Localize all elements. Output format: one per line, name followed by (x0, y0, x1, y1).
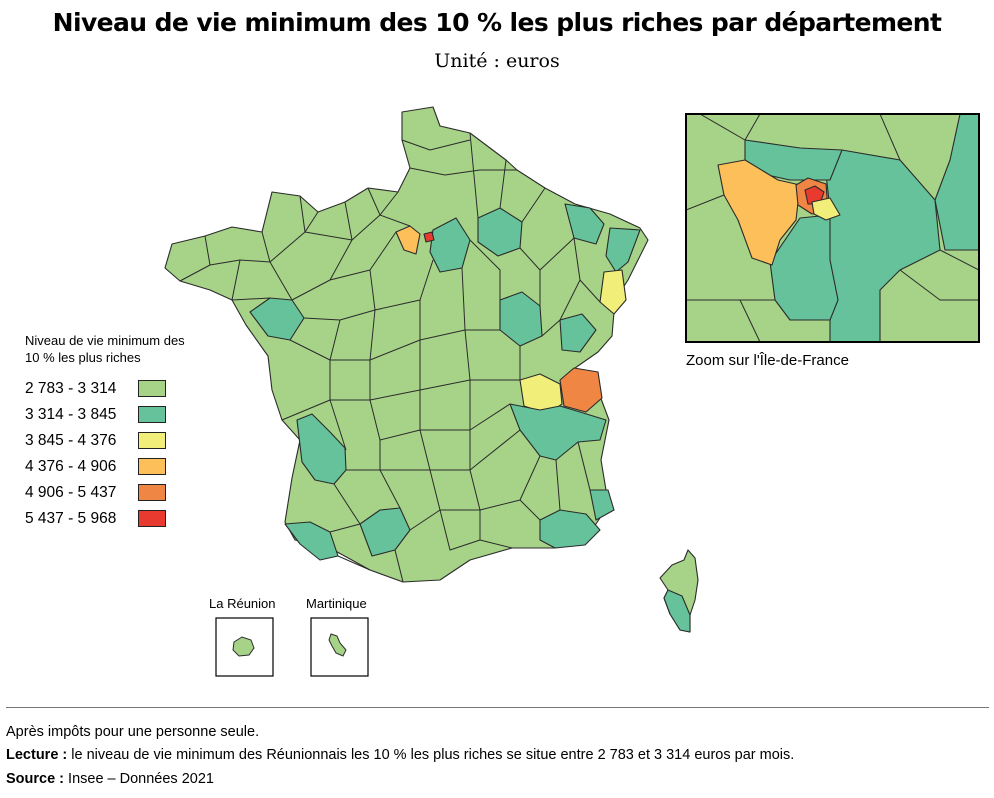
legend-item: 3 314 - 3 845 (25, 402, 225, 428)
dept-ain (519, 373, 563, 415)
source-label: Source : (6, 771, 65, 787)
source-text: Insee – Données 2021 (64, 771, 214, 787)
legend: Niveau de vie minimum des 10 % les plus … (25, 332, 225, 532)
dept-bas-rhin (605, 227, 641, 273)
legend-label: 3 845 - 4 376 (25, 432, 117, 449)
legend-swatch (138, 510, 166, 527)
footer-lecture: Lecture : le niveau de vie minimum des R… (6, 747, 794, 763)
legend-item: 4 376 - 4 906 (25, 454, 225, 480)
footer-divider (6, 707, 989, 708)
dept-moselle (564, 203, 605, 245)
choropleth-map (164, 106, 980, 677)
chart-subtitle: Unité : euros (434, 50, 560, 72)
martinique-island (328, 633, 347, 657)
footer-source: Source : Insee – Données 2021 (6, 771, 214, 787)
reunion-island (232, 636, 255, 657)
metropolitan-france (164, 106, 699, 633)
legend-item: 5 437 - 5 968 (25, 506, 225, 532)
footer-note: Après impôts pour une personne seule. (6, 724, 260, 740)
inset-martinique (310, 617, 369, 677)
lecture-text: le niveau de vie minimum des Réunionnais… (67, 747, 795, 763)
legend-title: Niveau de vie minimum des 10 % les plus … (25, 332, 225, 366)
dept-haut-rhin (599, 269, 627, 315)
legend-label: 3 314 - 3 845 (25, 406, 117, 423)
dept-alpes-maritimes (589, 489, 615, 521)
legend-item: 4 906 - 5 437 (25, 480, 225, 506)
legend-swatch (138, 458, 166, 475)
legend-item: 2 783 - 3 314 (25, 376, 225, 402)
legend-label: 5 437 - 5 968 (25, 510, 117, 527)
dept-bouches-du-rhone (539, 509, 601, 549)
legend-swatch (138, 432, 166, 449)
legend-label: 4 906 - 5 437 (25, 484, 117, 501)
martinique-label: Martinique (306, 596, 367, 611)
corse-du-sud (663, 589, 691, 633)
reunion-label: La Réunion (209, 596, 276, 611)
dept-val-doise-region (395, 225, 421, 255)
dept-paris-hauts-de-seine (423, 231, 435, 243)
dept-haute-savoie (559, 367, 603, 413)
dept-doubs (559, 313, 597, 353)
dept-rhone-isere (509, 403, 607, 461)
legend-item: 3 845 - 4 376 (25, 428, 225, 454)
legend-title-line2: 10 % les plus riches (25, 350, 141, 365)
legend-swatch (138, 380, 166, 397)
idf-zoom-caption: Zoom sur l'Île-de-France (686, 352, 849, 369)
legend-swatch (138, 406, 166, 423)
lecture-label: Lecture : (6, 747, 68, 763)
legend-title-line1: Niveau de vie minimum des (25, 333, 185, 348)
inset-reunion (215, 617, 274, 677)
legend-label: 4 376 - 4 906 (25, 458, 117, 475)
legend-label: 2 783 - 3 314 (25, 380, 117, 397)
legend-swatch (138, 484, 166, 501)
inset-ile-de-france (685, 113, 980, 343)
chart-title: Niveau de vie minimum des 10 % les plus … (52, 8, 942, 37)
